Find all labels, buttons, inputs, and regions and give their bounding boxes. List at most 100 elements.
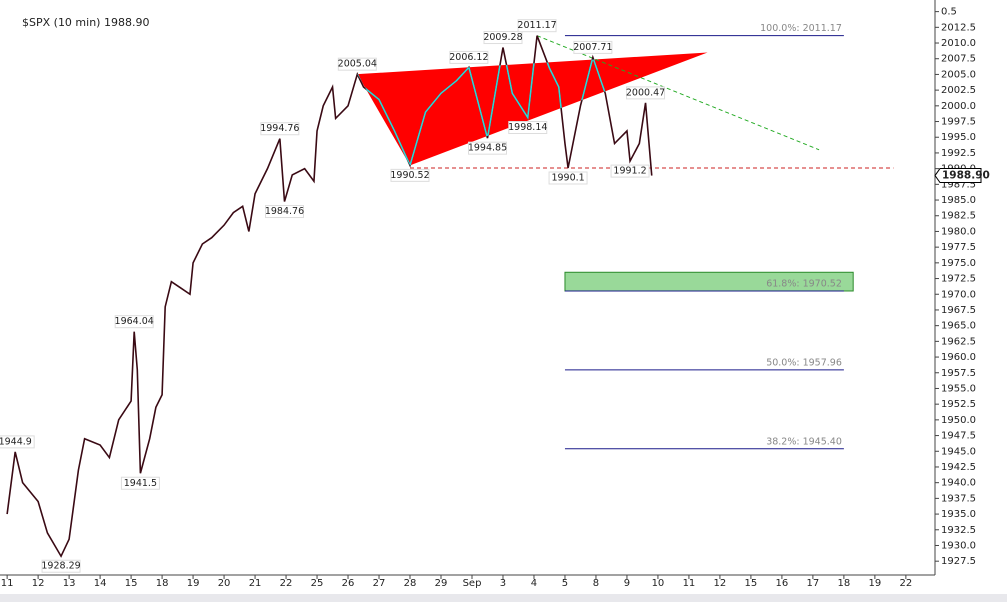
y-tick-label: 1985.0 — [941, 195, 976, 206]
pivot-label-text: 2009.28 — [483, 32, 522, 43]
pivot-label-text: 1990.52 — [390, 170, 429, 181]
x-tick-label: 4 — [531, 578, 537, 589]
pivot-label-box — [390, 168, 430, 182]
y-tick-label: 2005.0 — [941, 69, 976, 80]
y-tick-label: 1962.5 — [941, 336, 976, 347]
y-tick-label: 1952.5 — [941, 399, 976, 410]
pivot-label-text: 2005.04 — [338, 59, 377, 70]
toolbar — [0, 594, 1007, 602]
x-tick-label: 18 — [156, 578, 169, 589]
y-tick-label: 1935.0 — [941, 509, 976, 520]
x-tick-label: 11 — [683, 578, 696, 589]
pivot-label-box — [120, 476, 160, 490]
x-tick-label: 9 — [624, 578, 630, 589]
y-tick-label: 2002.5 — [941, 85, 976, 96]
y-tick-label: 2012.5 — [941, 22, 976, 33]
y-tick-label: 1937.5 — [941, 493, 976, 504]
y-tick-label: 1982.5 — [941, 211, 976, 222]
y-tick-label: 2007.5 — [941, 54, 976, 65]
wedge — [357, 52, 708, 166]
x-tick-label: 3 — [500, 578, 506, 589]
x-tick-label: 20 — [218, 578, 231, 589]
x-tick-label: 5 — [562, 578, 568, 589]
x-tick-label: 18 — [838, 578, 851, 589]
pivot-label-text: 1994.76 — [260, 123, 299, 134]
pivot-label-box — [114, 315, 154, 329]
pivot-label-box — [264, 205, 304, 219]
chart-title: $SPX (10 min) 1988.90 — [22, 16, 149, 29]
y-tick-label: 0.5 — [941, 7, 957, 18]
y-tick-label: 1997.5 — [941, 117, 976, 128]
pivot-label-text: 2007.71 — [573, 42, 612, 53]
pivot-label: 1990.52 — [390, 168, 430, 182]
x-tick-label: 19 — [187, 578, 200, 589]
pivot-label-box — [483, 31, 523, 45]
pivot-label-text: 2006.12 — [449, 52, 488, 63]
y-tick-label: 1992.5 — [941, 148, 976, 159]
y-tick-label: 1965.0 — [941, 321, 976, 332]
y-tick-label: 1932.5 — [941, 525, 976, 536]
y-tick-label: 1977.5 — [941, 242, 976, 253]
pivot-label-box — [626, 86, 666, 100]
x-tick-label: 19 — [869, 578, 882, 589]
x-tick-label: 28 — [404, 578, 417, 589]
pivot-label-box — [0, 435, 35, 449]
y-tick-label: 1972.5 — [941, 274, 976, 285]
pivot-label-box — [573, 40, 613, 54]
pivot-label-text: 2011.17 — [517, 20, 556, 31]
x-tick-label: 13 — [63, 578, 76, 589]
pivot-label-text: 1944.9 — [0, 436, 32, 447]
pivot-label: 1964.04 — [114, 315, 154, 329]
x-tick-label: 29 — [435, 578, 448, 589]
y-tick-label: 1967.5 — [941, 305, 976, 316]
y-tick-label: 2000.0 — [941, 101, 976, 112]
pivot-label-text: 1964.04 — [115, 316, 154, 327]
last-price-tag — [934, 168, 982, 184]
pivot-label: 1928.29 — [41, 559, 81, 573]
y-tick-label: 1927.5 — [941, 556, 976, 567]
pivot-label-text: 1991.2 — [613, 166, 646, 177]
pivot-label-text: 1941.5 — [124, 478, 157, 489]
price-line-highlight — [357, 52, 653, 166]
pivot-label: 2011.17 — [517, 19, 557, 33]
pivot-label-box — [260, 122, 300, 136]
y-tick-label: 1980.0 — [941, 226, 976, 237]
pivot-label: 1991.2 — [610, 164, 650, 178]
pivot-label-text: 1994.85 — [468, 143, 507, 154]
fib-label: 38.2%: 1945.40 — [766, 436, 842, 447]
pivot-label-box — [610, 164, 650, 178]
x-tick-label: 25 — [311, 578, 324, 589]
pivot-label-text: 1990.1 — [551, 173, 584, 184]
x-tick-label: 21 — [249, 578, 262, 589]
pivot-label-box — [337, 57, 377, 71]
x-tick-label: 17 — [807, 578, 820, 589]
x-tick-label: 11 — [1, 578, 14, 589]
x-tick-label: Sep — [463, 578, 482, 589]
pivot-label: 2006.12 — [449, 50, 489, 64]
pivot-label: 2009.28 — [483, 31, 523, 45]
y-tick-label: 1995.0 — [941, 132, 976, 143]
pivot-label: 1944.9 — [0, 435, 35, 449]
last-price-label: 1988.90 — [942, 170, 990, 182]
y-tick-label: 1945.0 — [941, 446, 976, 457]
pivot-label-text: 2000.47 — [626, 87, 665, 98]
pivot-label: 1998.14 — [508, 121, 548, 135]
x-tick-label: 15 — [745, 578, 758, 589]
pivot-label: 2007.71 — [573, 40, 613, 54]
y-tick-label: 1957.5 — [941, 368, 976, 379]
pivot-label-text: 1984.76 — [265, 206, 304, 217]
pivot-label: 2005.04 — [337, 57, 377, 71]
pivot-label-box — [508, 121, 548, 135]
x-tick-label: 22 — [280, 578, 293, 589]
y-tick-label: 1975.0 — [941, 258, 976, 269]
fib-label: 61.8%: 1970.52 — [766, 278, 842, 289]
y-tick-label: 1930.0 — [941, 540, 976, 551]
y-tick-label: 1947.5 — [941, 431, 976, 442]
pivot-label: 1990.1 — [548, 171, 588, 185]
x-tick-label: 15 — [125, 578, 138, 589]
pivot-label-text: 1998.14 — [508, 122, 547, 133]
y-tick-label: 1960.0 — [941, 352, 976, 363]
y-tick-label: 1987.5 — [941, 179, 976, 190]
x-tick-label: 14 — [94, 578, 107, 589]
x-tick-label: 12 — [714, 578, 727, 589]
